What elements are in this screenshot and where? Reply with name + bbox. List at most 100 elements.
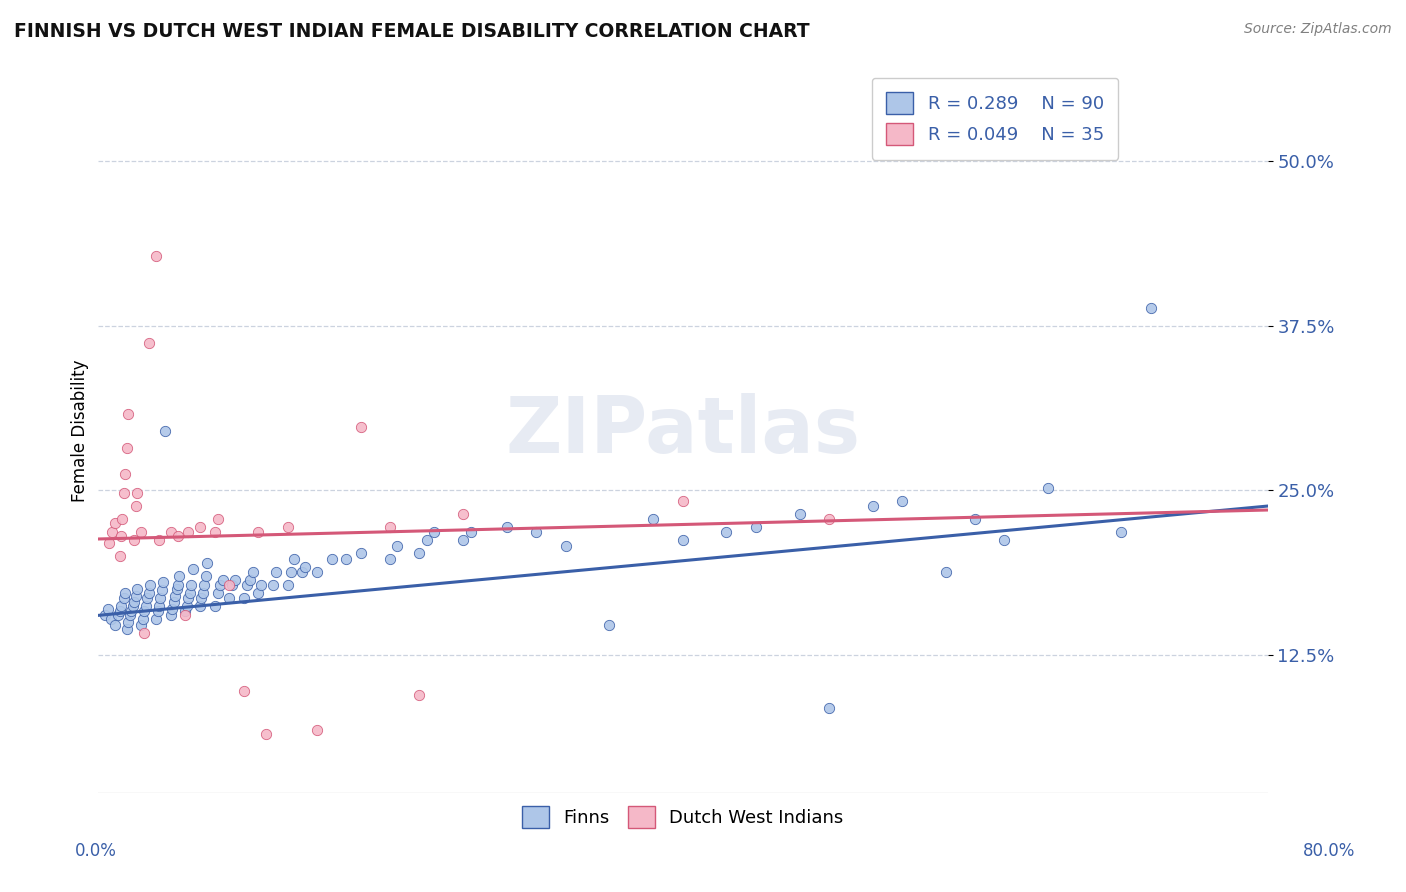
Point [554,539,576,553]
Point [935,565,957,579]
Point [101,525,124,540]
Point [115,441,138,455]
Point [145,612,167,626]
Point [387,539,409,553]
Point [789,507,811,521]
Point [132,612,155,626]
Point [117,407,139,421]
Point [218,591,240,606]
Point [135,599,157,614]
Point [672,533,695,548]
Text: 0.0%: 0.0% [75,842,117,860]
Point [108,605,131,619]
Point [247,586,270,600]
Text: Source: ZipAtlas.com: Source: ZipAtlas.com [1244,22,1392,37]
Point [212,573,235,587]
Point [378,551,401,566]
Point [204,525,226,540]
Point [224,573,246,587]
Text: 80.0%: 80.0% [1302,842,1355,860]
Point [159,608,181,623]
Point [408,688,430,702]
Point [174,605,197,619]
Point [107,608,129,623]
Point [672,493,695,508]
Point [277,520,299,534]
Point [166,582,188,596]
Point [108,549,131,563]
Point [97,602,120,616]
Point [180,578,202,592]
Point [165,589,187,603]
Point [138,335,160,350]
Point [131,525,153,540]
Point [177,525,200,540]
Point [167,529,190,543]
Point [131,617,153,632]
Point [138,586,160,600]
Point [818,700,841,714]
Point [451,533,474,548]
Point [264,565,287,579]
Point [294,559,316,574]
Point [122,533,145,548]
Point [159,525,181,540]
Point [643,512,665,526]
Point [120,605,142,619]
Point [179,586,201,600]
Point [262,578,284,592]
Point [153,424,176,438]
Point [232,683,254,698]
Point [121,599,143,614]
Point [291,565,314,579]
Point [148,533,170,548]
Point [94,608,117,623]
Point [124,589,146,603]
Point [818,512,841,526]
Point [104,516,127,531]
Point [283,551,305,566]
Point [598,617,620,632]
Point [188,520,211,534]
Point [167,578,190,592]
Point [207,512,229,526]
Point [408,547,430,561]
Point [169,569,191,583]
Point [112,591,135,606]
Point [111,512,134,526]
Point [254,727,277,741]
Text: FINNISH VS DUTCH WEST INDIAN FEMALE DISABILITY CORRELATION CHART: FINNISH VS DUTCH WEST INDIAN FEMALE DISA… [14,22,810,41]
Point [115,622,138,636]
Point [150,583,173,598]
Point [177,591,200,606]
Point [139,578,162,592]
Point [232,591,254,606]
Point [122,595,145,609]
Point [496,520,519,534]
Point [104,617,127,632]
Point [181,562,204,576]
Point [423,525,446,540]
Point [242,565,264,579]
Y-axis label: Female Disability: Female Disability [72,359,89,502]
Point [114,467,136,482]
Point [134,625,156,640]
Point [415,533,437,548]
Point [117,615,139,629]
Point [152,575,174,590]
Point [118,608,141,623]
Point [1111,525,1133,540]
Point [194,569,217,583]
Point [124,499,146,513]
Point [188,599,211,614]
Point [524,525,547,540]
Point [350,420,373,434]
Point [221,578,243,592]
Point [162,595,184,609]
Point [335,551,357,566]
Point [862,499,884,513]
Point [125,486,148,500]
Point [145,249,167,263]
Point [745,520,768,534]
Point [218,578,240,592]
